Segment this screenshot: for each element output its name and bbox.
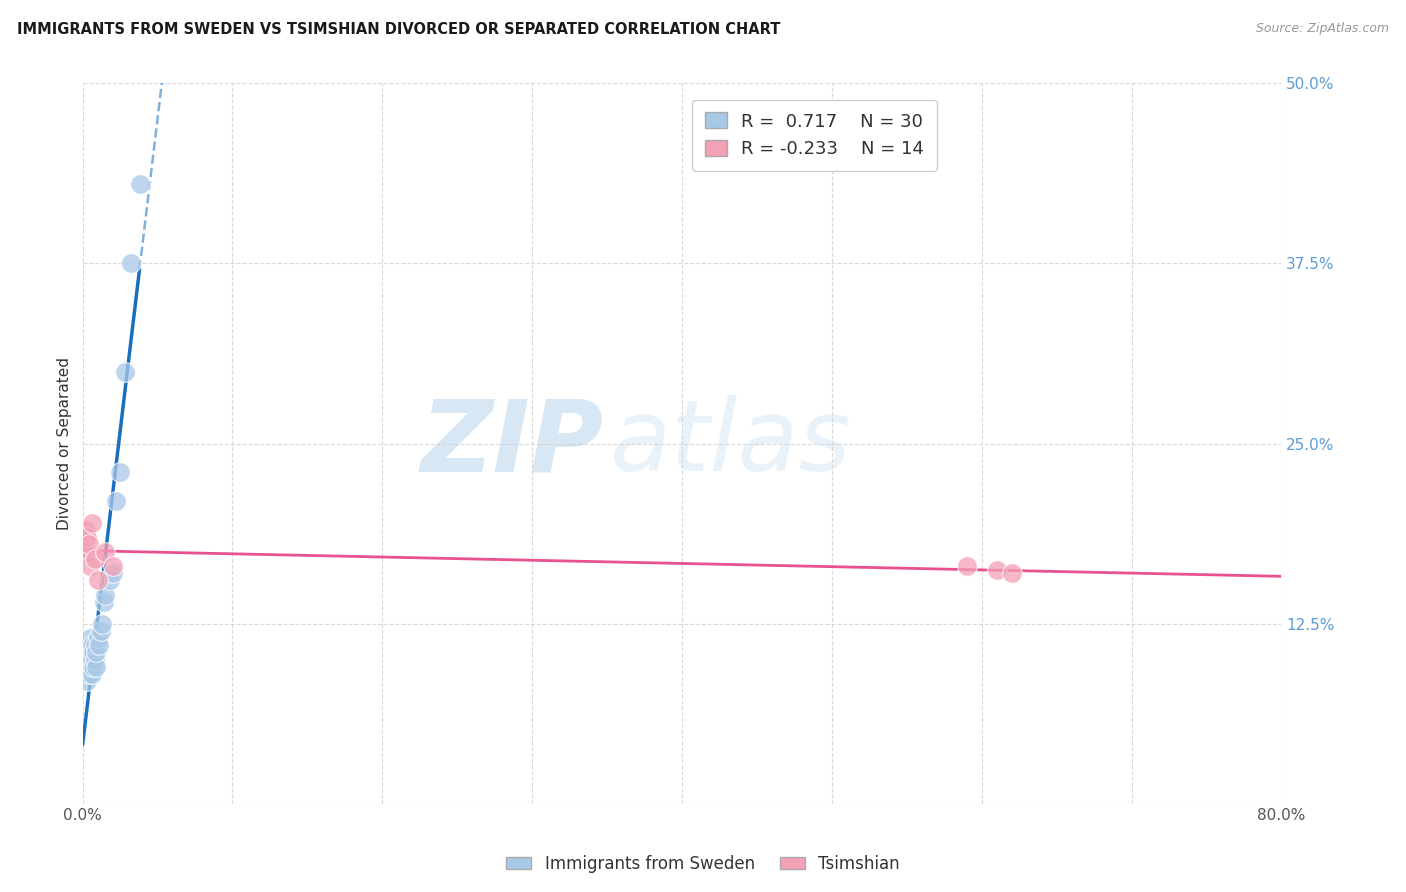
Point [83,652,105,666]
Point [86,574,108,588]
Point [82,645,104,659]
Point [83,638,105,652]
Point [79,660,101,674]
Point [128,178,150,192]
Legend: R =  0.717    N = 30, R = -0.233    N = 14: R = 0.717 N = 30, R = -0.233 N = 14 [692,100,936,170]
Point [75,544,97,558]
Point [98,574,121,588]
Point [956,558,979,573]
Point [80,516,103,530]
Point [79,631,101,645]
Point [94,588,117,602]
Point [82,660,104,674]
Point [101,558,124,573]
Point [104,494,127,508]
Point [76,652,98,666]
Text: Source: ZipAtlas.com: Source: ZipAtlas.com [1256,22,1389,36]
Text: ZIP: ZIP [420,395,605,492]
Point [84,645,107,659]
Point [90,624,112,638]
Point [80,652,103,666]
Point [76,674,98,689]
Point [77,667,100,681]
Point [101,566,124,581]
Point [86,631,108,645]
Point [79,645,101,659]
Point [76,530,98,544]
Y-axis label: Divorced or Separated: Divorced or Separated [58,357,72,530]
Point [77,652,100,666]
Point [986,563,1008,577]
Point [91,616,114,631]
Point [75,660,97,674]
Point [80,638,103,652]
Point [120,256,142,270]
Point [75,523,97,537]
Point [79,558,101,573]
Point [114,364,136,378]
Point [87,638,110,652]
Point [80,667,103,681]
Point [93,595,115,609]
Legend: Immigrants from Sweden, Tsimshian: Immigrants from Sweden, Tsimshian [499,848,907,880]
Point [83,551,105,566]
Point [108,466,131,480]
Text: IMMIGRANTS FROM SWEDEN VS TSIMSHIAN DIVORCED OR SEPARATED CORRELATION CHART: IMMIGRANTS FROM SWEDEN VS TSIMSHIAN DIVO… [17,22,780,37]
Point [1001,566,1024,581]
Point [94,544,117,558]
Point [84,660,107,674]
Text: atlas: atlas [610,395,852,492]
Point [77,537,100,551]
Point [73,544,96,558]
